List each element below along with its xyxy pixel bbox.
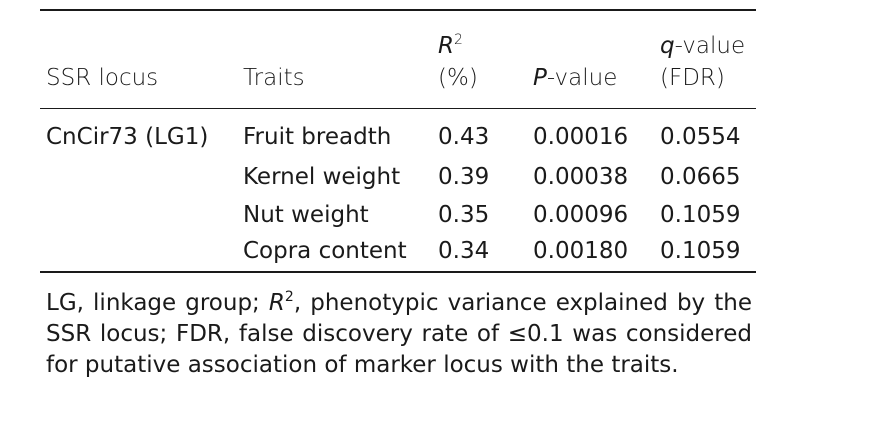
locus-cell: CnCir73 (LG1) (46, 124, 209, 150)
trait-cell: Fruit breadth (243, 124, 392, 150)
q-value-cell: 0.1059 (660, 202, 741, 228)
footnote-part2: , phenotypic variance explained by the S… (46, 290, 753, 378)
header-r2-sup: 2 (453, 32, 463, 48)
header-rule (40, 108, 756, 109)
header-q-italic: q (660, 33, 675, 59)
header-r2-unit: (%) (438, 65, 478, 91)
p-value-cell: 0.00096 (533, 202, 629, 228)
header-r2: R2 (438, 31, 463, 61)
footnote-r-sup: 2 (284, 289, 294, 305)
footnote-part1: LG, linkage group; (46, 290, 269, 316)
header-r2-symbol: R (438, 33, 454, 59)
p-value-cell: 0.00038 (533, 164, 629, 190)
results-table: SSR locus Traits R2 (%) P-value q-value … (40, 9, 756, 273)
r2-cell: 0.34 (438, 238, 490, 264)
header-traits: Traits (243, 65, 305, 91)
header-ssr-locus: SSR locus (46, 65, 159, 91)
r2-cell: 0.43 (438, 124, 490, 150)
trait-cell: Kernel weight (243, 164, 401, 190)
r2-cell: 0.39 (438, 164, 490, 190)
header-p-rest: -value (546, 65, 618, 91)
q-value-cell: 0.1059 (660, 238, 741, 264)
r2-cell: 0.35 (438, 202, 490, 228)
p-value-cell: 0.00016 (533, 124, 629, 150)
header-q-value: q-value (660, 31, 745, 61)
q-value-cell: 0.0554 (660, 124, 741, 150)
p-value-cell: 0.00180 (533, 238, 629, 264)
header-q-rest: -value (674, 33, 746, 59)
header-p-value: P-value (533, 63, 617, 93)
header-row: SSR locus Traits R2 (%) P-value q-value … (40, 11, 756, 108)
header-p-italic: P (533, 65, 547, 91)
trait-cell: Copra content (243, 238, 407, 264)
bottom-rule (40, 271, 756, 273)
table-footnote: LG, linkage group; R2, phenotypic varian… (46, 288, 752, 381)
header-q-unit: (FDR) (660, 65, 725, 91)
top-rule (40, 9, 756, 11)
table-body: CnCir73 (LG1) Fruit breadth 0.43 0.00016… (40, 109, 756, 271)
trait-cell: Nut weight (243, 202, 369, 228)
q-value-cell: 0.0665 (660, 164, 741, 190)
footnote-r-symbol: R (268, 290, 285, 316)
